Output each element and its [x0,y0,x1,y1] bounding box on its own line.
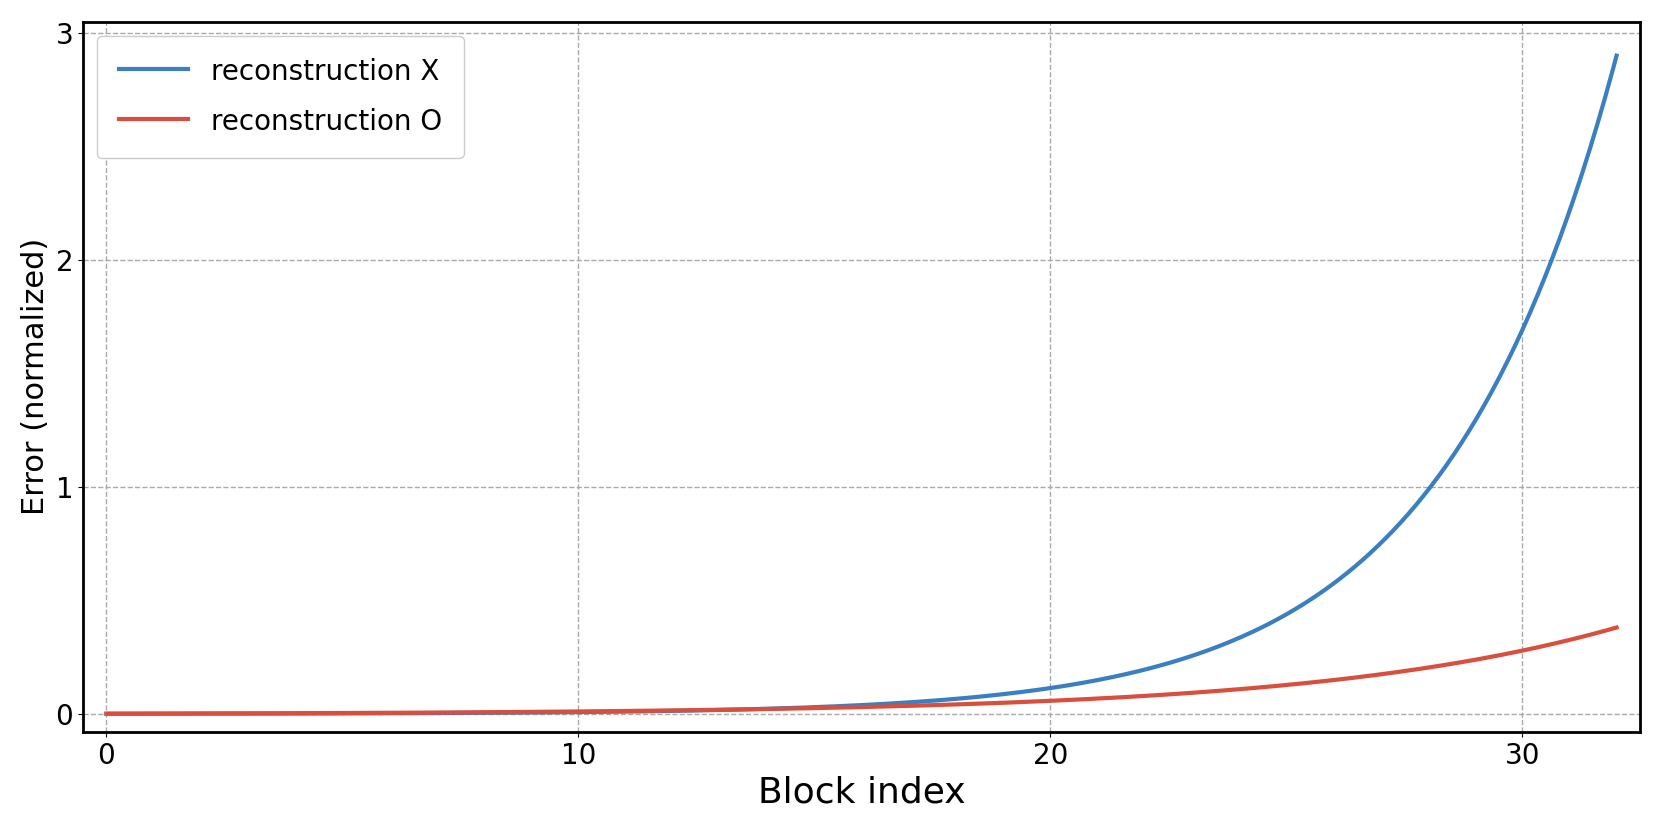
X-axis label: Block index: Block index [757,775,965,809]
reconstruction X [1606,51,1626,61]
reconstruction O [694,705,714,715]
reconstruction O [277,708,297,718]
Line: reconstruction X: reconstruction X [106,56,1616,714]
reconstruction O [588,706,608,716]
reconstruction O [1186,687,1206,697]
Legend: reconstruction X, reconstruction O: reconstruction X, reconstruction O [96,36,463,159]
reconstruction X [588,707,608,717]
reconstruction X [1186,649,1206,659]
reconstruction X [1046,682,1066,692]
reconstruction O [1194,687,1214,697]
reconstruction X [277,709,297,719]
reconstruction X [1194,647,1214,657]
reconstruction X [96,709,116,719]
reconstruction X [694,706,714,715]
Y-axis label: Error (normalized): Error (normalized) [22,238,50,515]
Line: reconstruction O: reconstruction O [106,627,1616,714]
reconstruction O [96,709,116,719]
reconstruction O [1046,696,1066,706]
reconstruction O [1606,622,1626,632]
